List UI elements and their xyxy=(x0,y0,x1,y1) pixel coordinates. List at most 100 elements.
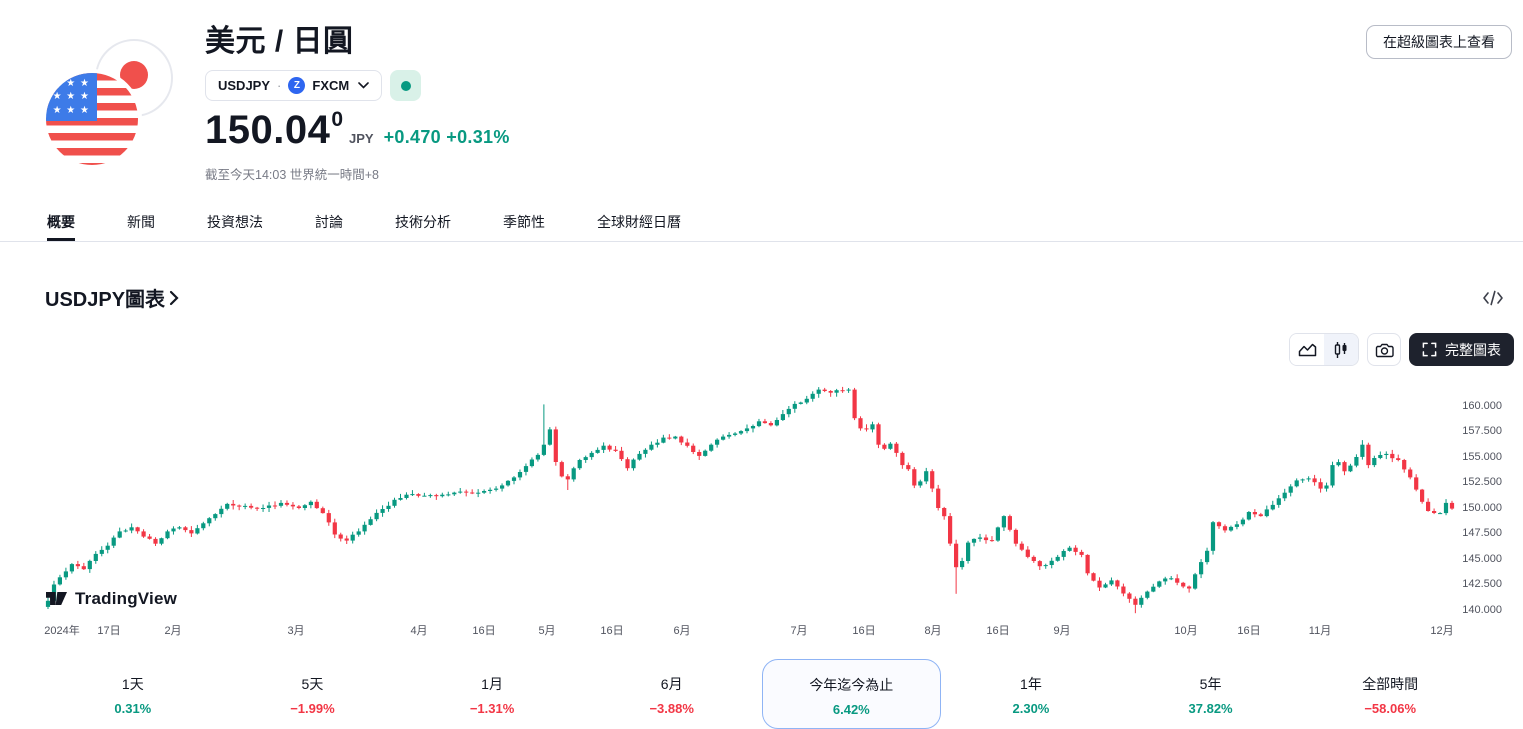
time-axis-label: 16日 xyxy=(472,625,496,637)
period-change-value: −1.99% xyxy=(290,701,335,716)
page-title: 美元 / 日圓 xyxy=(205,25,354,58)
period-change-value: −1.31% xyxy=(469,701,515,716)
period-button-all[interactable]: 全部時間 −58.06% xyxy=(1300,659,1480,729)
period-label: 6月 xyxy=(660,676,683,692)
japan-flag-sun xyxy=(120,61,148,89)
period-label: 1天 xyxy=(121,676,144,692)
us-flag-icon xyxy=(46,73,138,165)
symbol-row: USDJPY · Z FXCM xyxy=(205,70,422,101)
time-axis-label: 2024年 xyxy=(44,625,80,637)
period-change-value: 2.30% xyxy=(1012,701,1050,716)
time-axis-label: 6月 xyxy=(673,625,691,637)
time-axis-label: 16日 xyxy=(852,625,876,637)
period-label: 1年 xyxy=(1020,676,1042,692)
candles-chart-type-button[interactable] xyxy=(1324,334,1358,365)
time-axis-label: 5月 xyxy=(538,625,556,637)
tradingview-logo-text: TradingView xyxy=(75,588,178,608)
period-label: 全部時間 xyxy=(1362,676,1419,692)
time-axis-label: 9月 xyxy=(1053,625,1071,637)
tab-overview[interactable]: 概要 xyxy=(47,202,75,241)
price-axis-label: 155.000 xyxy=(1462,450,1502,463)
full-chart-button[interactable]: 完整圖表 xyxy=(1409,333,1514,366)
period-change-value: −3.88% xyxy=(649,701,694,716)
time-axis-label: 3月 xyxy=(287,625,305,637)
candlestick-chart[interactable] xyxy=(40,382,1460,622)
chevron-down-icon xyxy=(358,82,370,89)
time-axis-label: 7月 xyxy=(790,625,808,637)
time-axis-label: 10月 xyxy=(1174,625,1198,637)
price-axis-label: 142.500 xyxy=(1462,578,1502,591)
chart-type-switcher xyxy=(1289,333,1359,366)
embed-code-icon[interactable] xyxy=(1480,288,1506,311)
chart-section-title: USDJPY圖表 xyxy=(45,289,166,311)
chart-area: 160.000 157.500 155.000 152.500 150.000 147.5… xyxy=(0,378,1523,648)
time-axis-label: 12月 xyxy=(1430,625,1454,637)
area-chart-type-button[interactable] xyxy=(1290,334,1324,365)
period-button-6m[interactable]: 6月 −3.88% xyxy=(582,659,762,729)
price-axis-label: 152.500 xyxy=(1462,476,1502,489)
tab-technicals[interactable]: 技術分析 xyxy=(395,213,451,230)
period-label: 5天 xyxy=(301,676,324,692)
fullscreen-icon xyxy=(1422,342,1437,357)
period-button-1y[interactable]: 1年 2.30% xyxy=(941,659,1121,729)
market-status-button[interactable] xyxy=(390,70,422,101)
symbol-separator: · xyxy=(277,78,282,93)
time-axis-label: 4月 xyxy=(410,625,428,637)
time-axis-label: 8月 xyxy=(924,625,942,637)
period-button-1d[interactable]: 1天 0.31% xyxy=(43,659,223,729)
period-button-5y[interactable]: 5年 37.82% xyxy=(1121,659,1301,729)
tab-news[interactable]: 新聞 xyxy=(127,213,155,230)
symbol-code: USDJPY xyxy=(218,78,271,93)
time-axis-label: 16日 xyxy=(600,625,624,637)
tab-economic-calendar[interactable]: 全球財經日曆 xyxy=(597,213,681,230)
period-button-ytd[interactable]: 今年迄今為止 6.42% xyxy=(761,659,942,729)
period-label: 今年迄今為止 xyxy=(809,677,894,693)
chevron-right-icon xyxy=(169,290,179,305)
fxcm-logo-icon: Z xyxy=(288,77,306,94)
tab-ideas[interactable]: 投資想法 xyxy=(207,213,263,230)
chart-section-link[interactable]: USDJPY圖表 xyxy=(45,283,179,312)
price-axis-label: 150.000 xyxy=(1462,501,1502,514)
exchange-name: FXCM xyxy=(312,78,350,93)
symbol-switcher-button[interactable]: USDJPY · Z FXCM xyxy=(205,70,383,101)
chart-toolbar: 完整圖表 xyxy=(1289,333,1514,366)
snapshot-camera-button[interactable] xyxy=(1367,333,1401,366)
price-axis-label: 157.500 xyxy=(1462,425,1502,438)
price-axis-label: 145.000 xyxy=(1462,552,1502,565)
price-timestamp: 截至今天14:03 世界統一時間+8 xyxy=(205,168,380,182)
period-performance-bar: 1天 0.31% 5天 −1.99% 1月 −1.31% 6月 −3.88% 今年迄今為止 6.4… xyxy=(43,659,1480,729)
tab-bar: 概要 新聞 投資想法 討論 技術分析 季節性 全球財經日曆 xyxy=(0,202,1523,242)
price-currency: JPY xyxy=(349,131,374,146)
period-label: 5年 xyxy=(1199,676,1222,692)
price-axis-label: 160.000 xyxy=(1462,399,1502,412)
price-axis-label: 147.500 xyxy=(1462,527,1502,540)
tradingview-logo[interactable]: TradingView xyxy=(45,588,177,609)
area-chart-icon xyxy=(1298,343,1316,357)
price-change: +0.470 +0.31% xyxy=(383,127,510,147)
candles-icon xyxy=(1334,341,1347,358)
period-change-value: 37.82% xyxy=(1188,701,1233,716)
time-axis-label: 11月 xyxy=(1308,625,1332,637)
open-superchart-button[interactable]: 在超級圖表上查看 xyxy=(1366,25,1512,59)
tradingview-logo-icon xyxy=(46,592,67,605)
camera-icon xyxy=(1375,343,1394,357)
time-axis-label: 17日 xyxy=(97,625,121,637)
tab-seasonals[interactable]: 季節性 xyxy=(503,213,545,230)
period-button-5d[interactable]: 5天 −1.99% xyxy=(223,659,403,729)
period-change-value: 0.31% xyxy=(114,701,152,716)
time-axis-label: 2月 xyxy=(164,625,182,637)
us-flag-stars xyxy=(46,73,97,121)
period-change-value: −58.06% xyxy=(1364,701,1417,716)
price-row: 150.04 0 JPY +0.470 +0.31% xyxy=(205,108,510,153)
time-axis-label: 16日 xyxy=(1237,625,1261,637)
time-axis-label: 16日 xyxy=(986,625,1010,637)
last-price: 150.04 xyxy=(205,108,331,152)
period-label: 1月 xyxy=(481,676,503,692)
tab-discussion[interactable]: 討論 xyxy=(315,213,343,230)
full-chart-label: 完整圖表 xyxy=(1445,341,1501,358)
last-price-superscript: 0 xyxy=(331,108,344,131)
market-open-dot-icon xyxy=(400,80,411,91)
period-button-1m[interactable]: 1月 −1.31% xyxy=(402,659,582,729)
period-change-value: 6.42% xyxy=(832,702,870,717)
price-axis-label: 140.000 xyxy=(1462,603,1502,616)
